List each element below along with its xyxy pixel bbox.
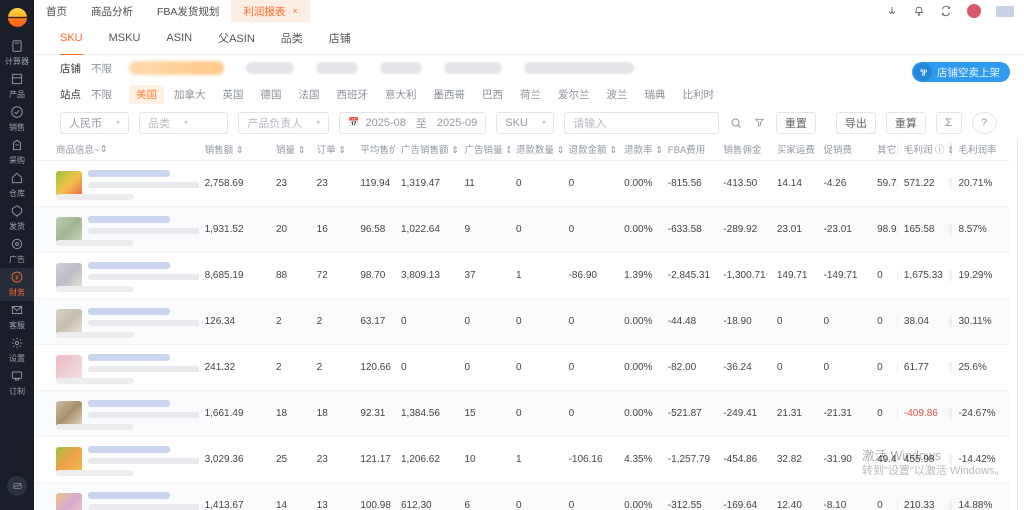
svg-text:¥: ¥	[15, 274, 19, 281]
